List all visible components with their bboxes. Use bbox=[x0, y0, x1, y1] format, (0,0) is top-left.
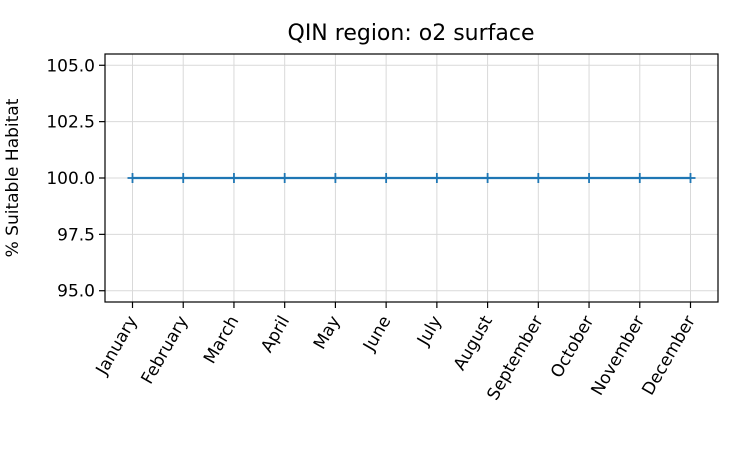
data-point bbox=[584, 173, 595, 183]
data-point bbox=[634, 173, 645, 183]
x-tick-label: January bbox=[92, 313, 142, 380]
x-tick-label: July bbox=[413, 313, 446, 350]
x-tick-label: December bbox=[638, 312, 699, 398]
x-tick-label: April bbox=[257, 313, 294, 357]
y-tick-label: 105.0 bbox=[46, 56, 95, 76]
x-tick-label: May bbox=[310, 313, 345, 353]
data-point bbox=[381, 173, 392, 183]
data-point bbox=[533, 173, 544, 183]
x-tick-label: March bbox=[200, 313, 243, 368]
data-point bbox=[482, 173, 493, 183]
data-point bbox=[279, 173, 290, 183]
data-point bbox=[431, 173, 442, 183]
data-point bbox=[127, 173, 138, 183]
chart-title: QIN region: o2 surface bbox=[288, 21, 535, 46]
data-point bbox=[178, 173, 189, 183]
x-tick-label: August bbox=[450, 312, 497, 374]
x-tick-label: October bbox=[547, 313, 598, 382]
series-layer bbox=[127, 173, 696, 183]
data-point bbox=[685, 173, 696, 183]
y-axis-label: % Suitable Habitat bbox=[3, 98, 23, 257]
y-tick-label: 95.0 bbox=[57, 282, 95, 302]
y-tick-label: 102.5 bbox=[46, 113, 95, 133]
y-tick-label: 97.5 bbox=[57, 225, 95, 245]
x-tick-label: June bbox=[359, 313, 395, 356]
grid bbox=[105, 54, 718, 302]
y-tick-label: 100.0 bbox=[46, 169, 95, 189]
x-tick-label: February bbox=[138, 313, 193, 388]
data-point bbox=[330, 173, 341, 183]
data-point bbox=[228, 173, 239, 183]
